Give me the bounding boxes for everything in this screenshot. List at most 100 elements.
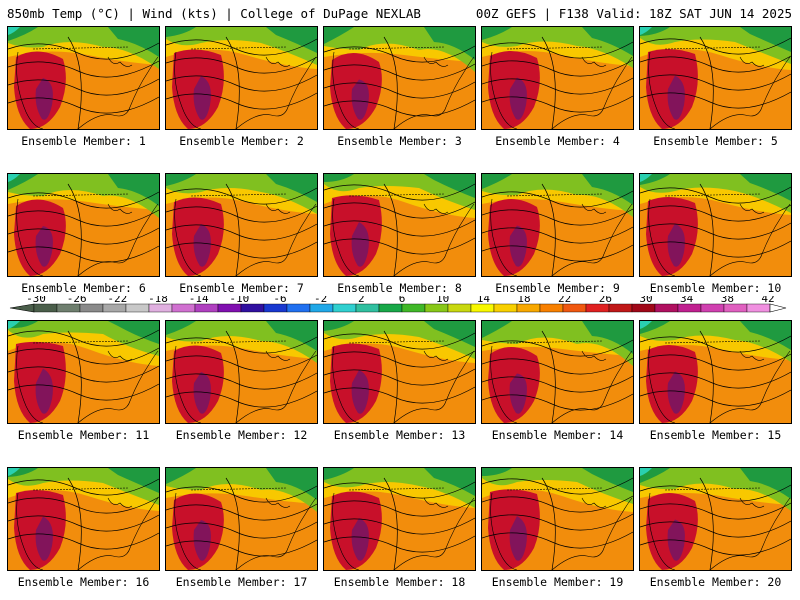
map-borders — [174, 487, 317, 570]
contour-line — [8, 227, 159, 245]
contour-line — [482, 77, 633, 95]
header-valid-time: 00Z GEFS | F138 Valid: 18Z SAT JUN 14 20… — [475, 6, 792, 21]
cool-region — [324, 321, 475, 359]
contour-line — [8, 78, 159, 96]
border-line — [190, 193, 287, 197]
map-borders — [16, 487, 159, 570]
cold-region — [424, 27, 475, 60]
coastline — [709, 350, 791, 423]
colorbar-tick-label: 10 — [436, 296, 449, 305]
temperature-map — [323, 26, 476, 130]
contour-line — [166, 503, 317, 521]
height-contours — [166, 330, 317, 423]
ensemble-member-label: Ensemble Member: 13 — [333, 428, 466, 442]
colorbar-swatch — [240, 303, 265, 313]
colorbar-swatch — [516, 303, 541, 313]
contour-line — [324, 237, 475, 255]
map-svg — [8, 174, 159, 276]
cold-region — [324, 321, 354, 331]
cold-region — [166, 321, 196, 335]
figure-header: 850mb Temp (°C) | Wind (kts) | College o… — [0, 0, 800, 24]
cold-region — [740, 27, 791, 52]
cold-region — [266, 174, 317, 202]
contour-line — [8, 347, 159, 365]
great-lakes — [423, 497, 449, 508]
border-line — [664, 46, 761, 50]
contour-line — [324, 201, 475, 219]
cool-region — [166, 27, 317, 65]
ensemble-member-label: Ensemble Member: 1 — [21, 134, 146, 148]
ensemble-member-panel: Ensemble Member: 4 — [481, 26, 634, 148]
colorbar-tick-label: 18 — [517, 296, 530, 305]
height-contours — [640, 183, 791, 276]
cool-region — [324, 174, 475, 210]
hot-core-region — [193, 520, 211, 561]
great-lakes — [739, 497, 765, 508]
contour-line — [482, 190, 633, 208]
map-svg — [166, 27, 317, 129]
colorbar-swatch — [631, 303, 656, 313]
ensemble-member-panel: Ensemble Member: 12 — [165, 320, 318, 442]
ensemble-member-panel: Ensemble Member: 17 — [165, 467, 318, 589]
contour-line — [67, 330, 82, 423]
contour-line — [166, 336, 317, 354]
great-lakes — [265, 350, 291, 361]
border-line — [506, 46, 603, 50]
colorbar-swatch — [424, 303, 449, 313]
contour-line — [225, 477, 240, 570]
temperature-map — [7, 26, 160, 130]
coastline — [174, 198, 202, 276]
coastline — [16, 51, 44, 129]
colorbar-swatch — [447, 303, 472, 313]
cold-region — [482, 27, 512, 40]
ensemble-member-label: Ensemble Member: 4 — [495, 134, 620, 148]
coastline — [551, 497, 633, 570]
temperature-map — [323, 467, 476, 571]
great-lakes — [581, 350, 607, 361]
map-borders — [490, 193, 633, 276]
border-line — [664, 340, 761, 344]
hot-core-region — [351, 518, 369, 561]
contour-line — [166, 92, 317, 110]
contour-line — [8, 532, 159, 550]
ensemble-member-label: Ensemble Member: 6 — [21, 281, 146, 295]
temperature-field — [640, 468, 791, 570]
ensemble-member-panel: Ensemble Member: 15 — [639, 320, 792, 442]
coastline — [709, 203, 791, 276]
border-line — [348, 193, 445, 197]
contour-line — [166, 354, 317, 372]
colorbar-tick-label: 22 — [558, 296, 571, 305]
ensemble-member-label: Ensemble Member: 18 — [333, 575, 466, 589]
contour-line — [482, 208, 633, 226]
height-contours — [8, 329, 159, 423]
temperature-field — [8, 174, 159, 276]
colorbar-tick-label: 42 — [761, 296, 774, 305]
colorbar-tick-label: -2 — [314, 296, 327, 305]
contour-line — [67, 477, 82, 570]
contour-line — [482, 244, 633, 262]
map-svg — [166, 321, 317, 423]
temperature-map — [481, 26, 634, 130]
temperature-map — [165, 320, 318, 424]
colorbar-swatch — [56, 303, 81, 313]
hot-core-region — [351, 370, 369, 414]
coastline — [709, 56, 791, 129]
ensemble-member-label: Ensemble Member: 15 — [649, 428, 782, 442]
border-line — [190, 340, 287, 344]
contour-line — [640, 55, 791, 73]
cold-region — [582, 321, 633, 354]
temperature-field — [482, 468, 633, 570]
border-line — [506, 193, 603, 197]
coastline — [332, 492, 360, 570]
temperature-field — [640, 174, 791, 276]
contour-line — [482, 59, 633, 77]
great-lakes — [423, 56, 449, 67]
ensemble-member-label: Ensemble Member: 10 — [649, 281, 782, 295]
temperature-map — [481, 467, 634, 571]
contour-line — [482, 357, 633, 375]
coastline — [16, 345, 44, 423]
colorbar-swatch — [378, 303, 403, 313]
coastline — [77, 350, 159, 423]
colorbar-tick-label: 38 — [721, 296, 734, 305]
border-line — [32, 340, 129, 344]
